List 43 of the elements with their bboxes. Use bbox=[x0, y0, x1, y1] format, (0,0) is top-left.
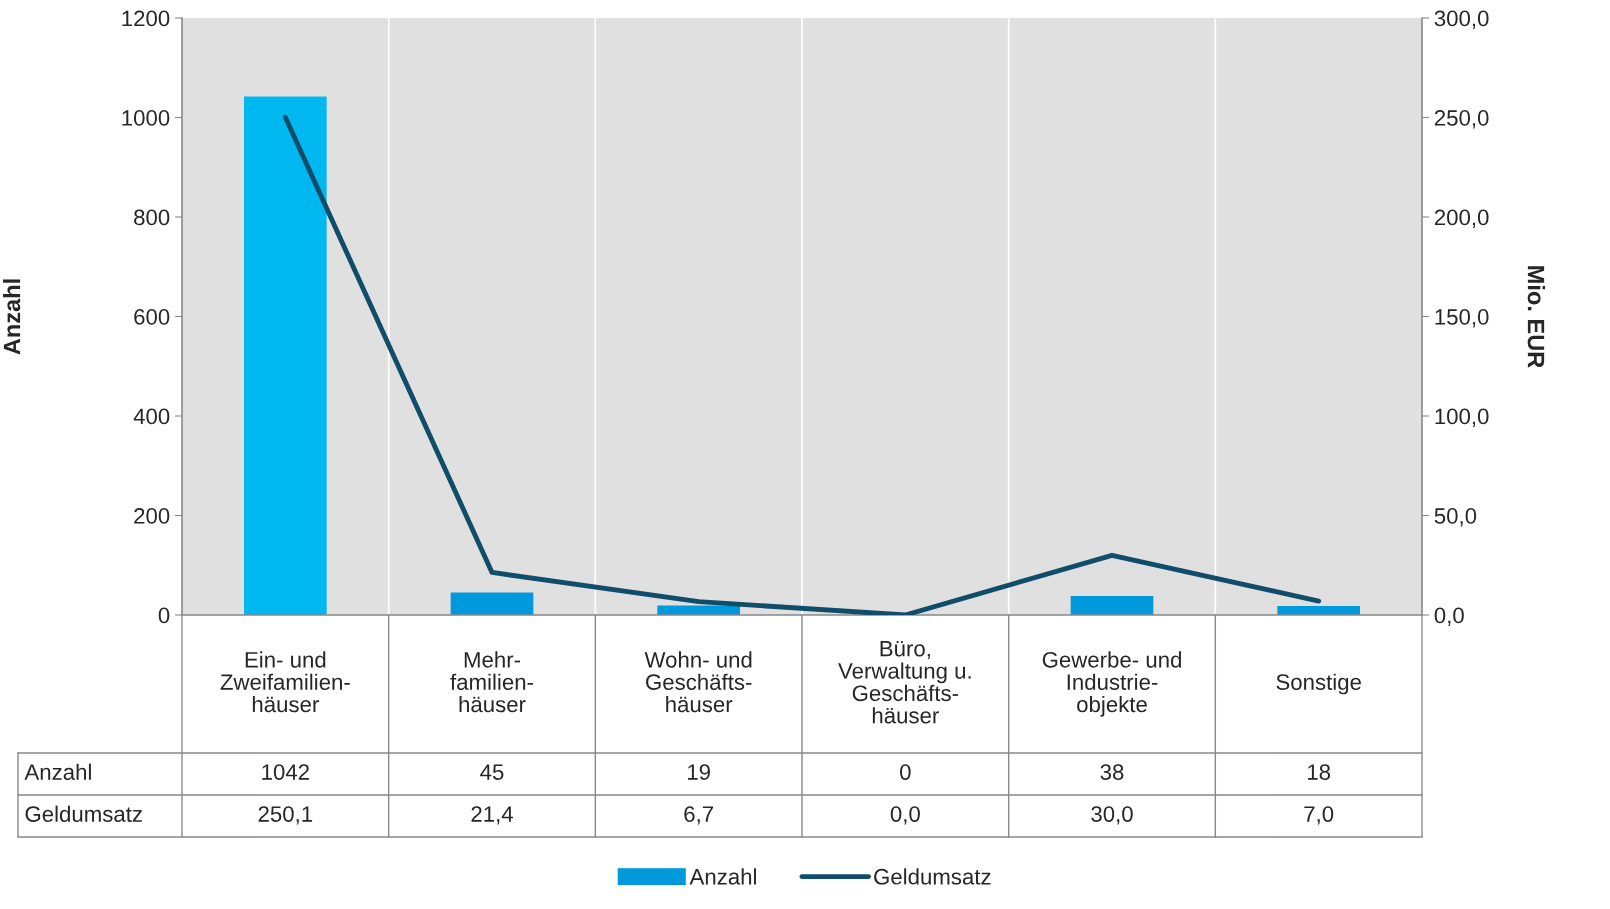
bar bbox=[450, 592, 534, 615]
data-label: 18 bbox=[1308, 764, 1331, 780]
y2-tick-label: 200,0 bbox=[1434, 209, 1489, 228]
y-tick-label: 600 bbox=[134, 309, 170, 325]
y2-tick-label: 250,0 bbox=[1434, 110, 1489, 129]
y-tick-label: 1000 bbox=[122, 110, 170, 126]
data-label: 1042 bbox=[262, 764, 309, 780]
x-tick-label: Mehr- familien- häuser bbox=[450, 651, 533, 713]
data-label: 0 bbox=[900, 764, 911, 780]
data-label: 19 bbox=[688, 764, 710, 780]
y2-tick-label: 0,0 bbox=[1434, 607, 1464, 626]
data-label: 21,4 bbox=[471, 806, 513, 825]
bar bbox=[1277, 606, 1360, 615]
legend-label: Anzahl bbox=[689, 868, 756, 885]
data-label: 6,7 bbox=[684, 806, 713, 825]
x-tick-label: Wohn- und Geschäfts- häuser bbox=[644, 651, 752, 713]
y2-tick-label: 150,0 bbox=[1435, 309, 1489, 328]
data-label: 0,0 bbox=[890, 806, 920, 825]
x-tick-label: Sonstige bbox=[1276, 673, 1361, 695]
y2-axis-title: Mio. EUR bbox=[1527, 266, 1545, 368]
text: Anzahl bbox=[24, 763, 91, 780]
y-axis-title: Anzahl bbox=[2, 279, 21, 355]
data-label: 30,0 bbox=[1091, 806, 1133, 825]
y2-tick-label: 50,0 bbox=[1434, 508, 1477, 527]
data-label: 250,1 bbox=[258, 806, 313, 825]
y2-tick-label: 300,0 bbox=[1434, 10, 1489, 29]
data-label: 38 bbox=[1100, 764, 1124, 780]
legend-label: Geldumsatz bbox=[874, 868, 991, 885]
bar bbox=[1070, 596, 1154, 615]
y2-tick-label: 100,0 bbox=[1435, 408, 1489, 427]
y-tick-label: 800 bbox=[134, 209, 170, 226]
y-tick-label: 1200 bbox=[122, 10, 170, 27]
y-tick-label: 400 bbox=[133, 408, 170, 425]
y-tick-label: 0 bbox=[158, 607, 170, 624]
x-tick-label: Gewerbe- und Industrie- objekte bbox=[1042, 651, 1181, 717]
data-label: 7,0 bbox=[1304, 806, 1334, 825]
y-tick-label: 200 bbox=[134, 508, 170, 524]
text: Geldumsatz bbox=[25, 805, 142, 822]
line-series bbox=[282, 114, 1322, 615]
data-label: 45 bbox=[480, 764, 504, 780]
x-tick-label: Ein- und Zweifamilien- häuser bbox=[220, 651, 350, 713]
bar bbox=[244, 96, 327, 615]
x-tick-label: Büro, Verwaltung u. Geschäfts- häuser bbox=[838, 640, 971, 724]
